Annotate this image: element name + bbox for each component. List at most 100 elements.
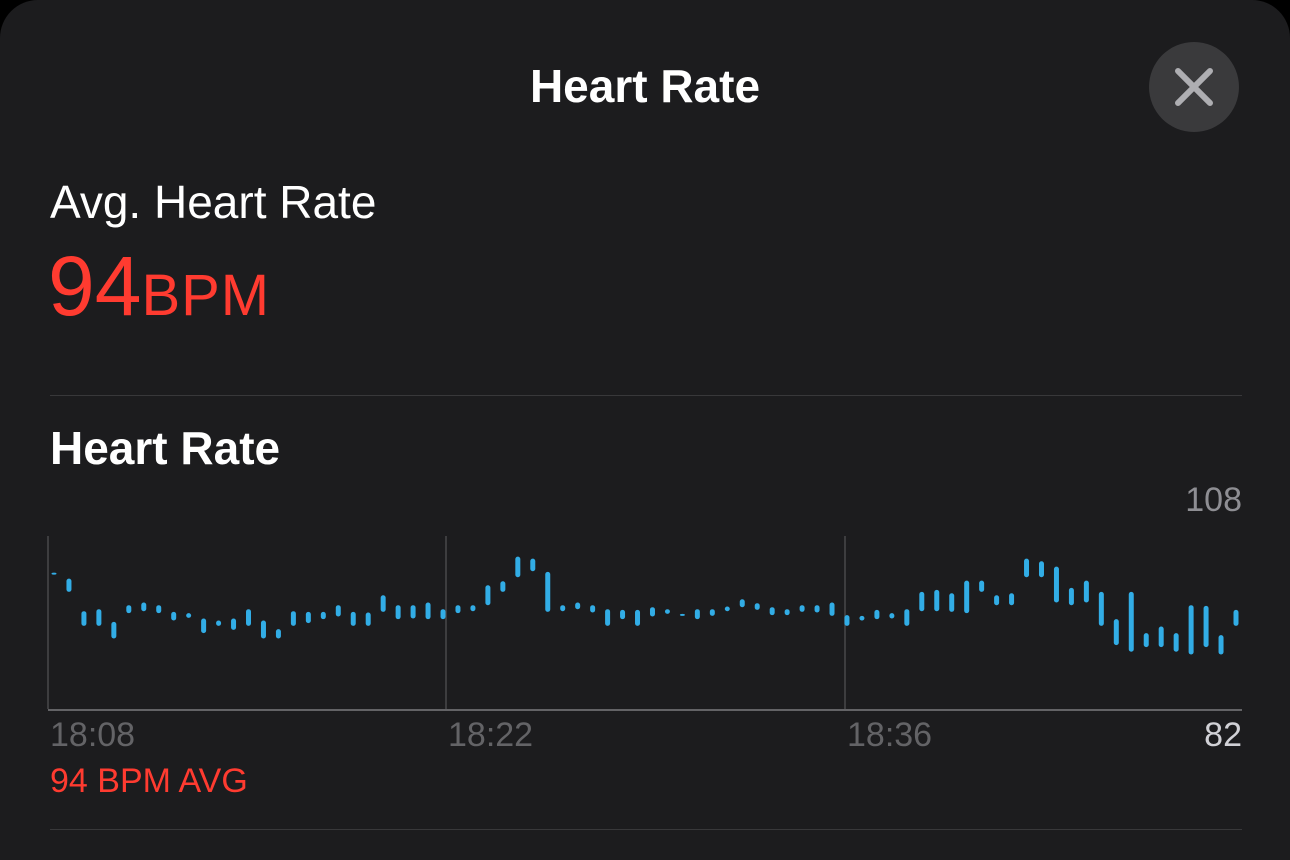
chart-grid	[47, 536, 1242, 711]
chart-bar	[1083, 580, 1089, 603]
avg-heart-rate-number: 94	[48, 239, 142, 333]
chart-bar	[814, 605, 820, 613]
chart-bar	[410, 605, 416, 619]
chart-bar	[620, 609, 626, 620]
chart-bar	[365, 612, 371, 626]
chart-bar	[1203, 605, 1209, 648]
chart-bar	[440, 609, 446, 620]
chart-bar	[51, 572, 57, 575]
chart-bar	[1098, 591, 1104, 626]
chart-bar	[754, 603, 760, 610]
chart-bar	[1068, 587, 1074, 606]
chart-bar	[470, 605, 476, 612]
chart-bar	[1158, 626, 1164, 648]
chart-bar	[784, 609, 790, 616]
chart-bar	[246, 609, 252, 626]
chart-bar	[171, 611, 177, 621]
chart-bar	[380, 595, 386, 612]
chart-bar	[560, 605, 566, 612]
chart-bar	[964, 580, 970, 614]
divider	[50, 395, 1242, 396]
chart-bar	[829, 602, 835, 616]
chart-bar	[515, 556, 521, 578]
chart-bar	[395, 605, 401, 620]
chart-bar	[305, 611, 311, 624]
chart-bar	[739, 599, 745, 608]
chart-bar	[575, 602, 581, 610]
page-title: Heart Rate	[529, 60, 761, 112]
chart-bar	[81, 611, 87, 626]
chart-bar	[545, 571, 551, 612]
chart-bar	[874, 609, 880, 620]
chart-bar	[530, 558, 536, 572]
chart-bar	[1143, 633, 1149, 648]
chart-bar	[485, 585, 491, 606]
chart-bars	[51, 556, 1239, 655]
chart-bar	[769, 607, 775, 616]
chart-bar	[1218, 635, 1224, 655]
avg-heart-rate-unit: BPM	[141, 263, 271, 328]
chart-bar	[1024, 558, 1030, 578]
chart-bar	[201, 618, 207, 634]
chart-bar	[649, 607, 655, 617]
avg-heart-rate-label: Avg. Heart Rate	[50, 176, 377, 228]
y-axis-max-label: 108	[1185, 481, 1242, 519]
x-axis-tick-label: 18:08	[50, 716, 135, 754]
chart-bar	[635, 609, 641, 626]
chart-bar	[320, 611, 326, 620]
chart-bar	[455, 605, 461, 614]
chart-bar	[949, 593, 955, 612]
section-title: Heart Rate	[50, 422, 281, 474]
chart-average-caption: 94 BPM AVG	[50, 762, 248, 800]
chart-bar	[350, 611, 356, 626]
x-axis-tick-label: 18:36	[847, 716, 932, 754]
chart-bar	[724, 606, 730, 612]
chart-bar	[994, 595, 1000, 606]
chart-bar	[111, 621, 117, 639]
chart-bar	[335, 605, 341, 617]
chart-bar	[186, 613, 192, 618]
chart-bar	[156, 605, 162, 614]
chart-bar	[1113, 619, 1119, 646]
chart-bar	[66, 578, 72, 592]
chart-bar	[694, 609, 700, 620]
chart-bar	[231, 618, 237, 630]
avg-heart-rate-value: 94BPM	[48, 236, 270, 361]
chart-bar	[425, 602, 431, 620]
chart-labels: 108 82 18:08 18:22 18:36	[50, 481, 1242, 754]
chart-bar	[679, 613, 685, 616]
chart-bar	[889, 613, 895, 619]
x-axis-tick-label: 18:22	[448, 716, 533, 754]
chart-bar	[1009, 593, 1015, 606]
chart-bar	[1038, 561, 1044, 578]
chart-bar	[96, 609, 102, 626]
chart-bar	[1188, 605, 1194, 655]
chart-bar	[664, 609, 670, 614]
close-icon	[1175, 68, 1213, 106]
chart-bar	[979, 580, 985, 592]
chart-bar	[844, 615, 850, 626]
chart-bar	[919, 591, 925, 612]
chart-bar	[216, 620, 222, 626]
chart-bar	[1128, 591, 1134, 652]
chart-bar	[141, 602, 147, 612]
y-axis-min-label: 82	[1204, 716, 1242, 754]
chart-bar	[1053, 566, 1059, 603]
chart-bar	[859, 615, 865, 621]
chart-bar	[290, 611, 296, 626]
chart-bar	[934, 589, 940, 612]
heart-rate-chart[interactable]: 108 82 18:08 18:22 18:36	[0, 470, 1290, 810]
chart-bar	[799, 605, 805, 612]
chart-bar	[709, 609, 715, 616]
divider-bottom	[50, 829, 1242, 830]
chart-bar	[500, 581, 506, 592]
chart-bar	[590, 605, 596, 613]
chart-bar	[126, 605, 132, 614]
close-button[interactable]	[1149, 42, 1239, 132]
chart-bar	[1173, 633, 1179, 652]
chart-bar	[605, 609, 611, 626]
chart-bar	[1233, 609, 1239, 626]
chart-bar	[904, 609, 910, 626]
chart-bar	[260, 620, 266, 639]
